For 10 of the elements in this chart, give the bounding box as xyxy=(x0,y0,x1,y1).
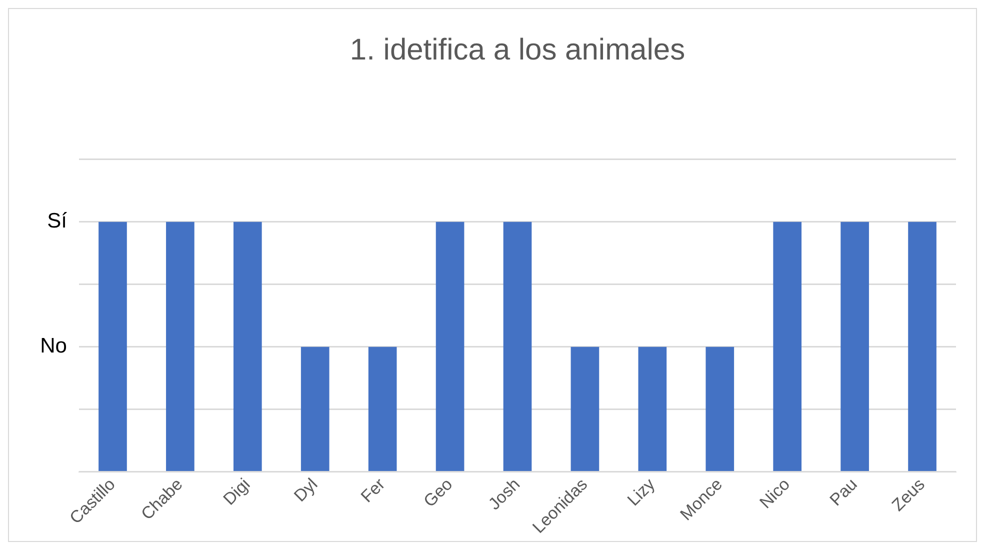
x-tick-label: Digi xyxy=(220,474,254,509)
x-tick-label: Dyl xyxy=(290,474,322,506)
chart-title: 1. idetifica a los animales xyxy=(350,33,686,66)
x-tick-label: Fer xyxy=(357,474,389,506)
x-tick-label: Nico xyxy=(756,474,794,512)
x-tick-label: Lizy xyxy=(624,474,659,510)
x-tick-label: Geo xyxy=(420,474,456,511)
x-tick-label: Pau xyxy=(826,474,861,510)
text: No xyxy=(40,334,67,358)
text: Sí xyxy=(47,210,68,233)
